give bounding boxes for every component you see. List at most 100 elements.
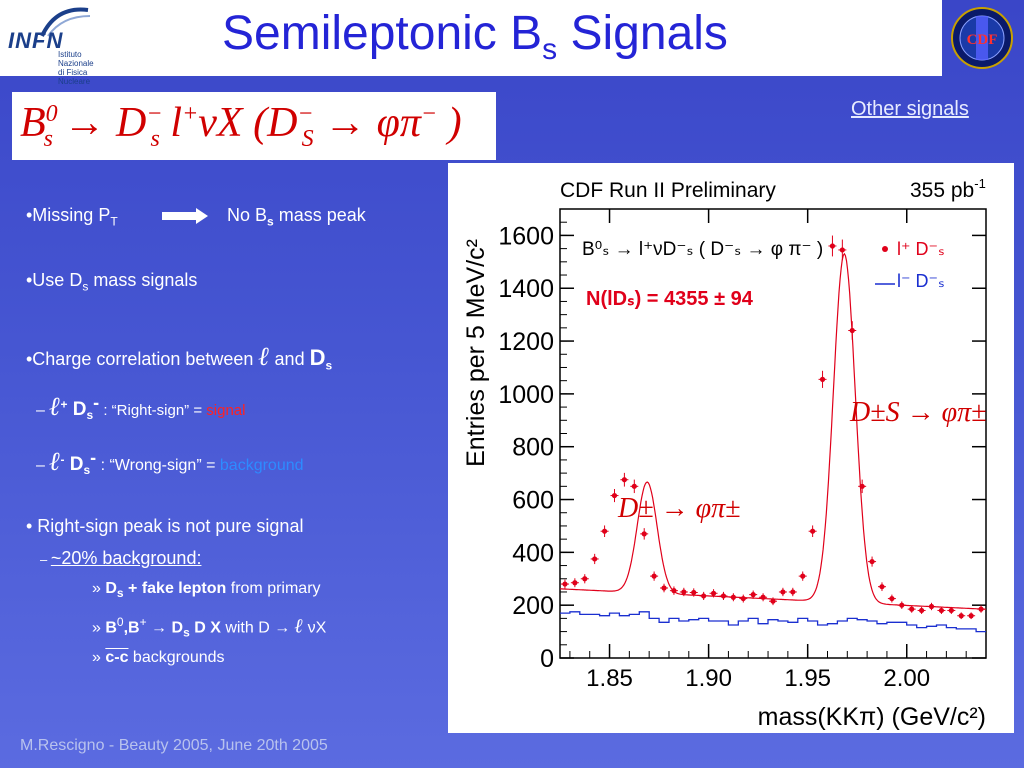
data-point: [699, 591, 708, 600]
cdf-logo: CDF: [951, 7, 1013, 69]
data-point: [580, 574, 589, 584]
legend-signal-marker: [882, 246, 888, 252]
data-point-marker: [938, 607, 945, 614]
background-histogram: [560, 611, 986, 633]
data-point-marker: [889, 595, 895, 602]
data-point: [709, 589, 718, 598]
bullet-twenty-percent: – ~20% background:: [40, 548, 202, 568]
data-point: [808, 525, 817, 538]
data-point-marker: [631, 483, 637, 489]
luminosity-label: 355 pb-1: [910, 176, 986, 202]
data-point: [967, 612, 976, 620]
data-point: [828, 235, 837, 257]
data-point: [640, 528, 649, 540]
data-point: [927, 602, 936, 611]
data-point: [560, 579, 569, 589]
bullet-right-sign-peak: • Right-sign peak is not pure signal: [26, 516, 304, 536]
data-point-marker: [710, 590, 717, 596]
right-arrow-icon: [162, 208, 208, 224]
bullet-use-ds: •Use Ds mass signals: [26, 270, 198, 294]
data-point-marker: [849, 327, 855, 334]
decay-formula-box: B0s → D−s l+νX (D−S → φπ− ): [12, 92, 496, 160]
other-signals-link[interactable]: Other signals: [851, 98, 969, 120]
data-point-marker: [582, 576, 588, 582]
infn-logo-subtext: Istituto Nazionale di Fisica Nucleare: [58, 50, 94, 86]
data-point: [769, 597, 777, 606]
bullet-b-to-dsd: » B0,B+ → Ds D X with D → ℓ νX: [92, 615, 327, 640]
header-bar: INFN Istituto Nazionale di Fisica Nuclea…: [0, 0, 942, 86]
data-point-marker: [810, 528, 816, 534]
data-point-marker: [661, 585, 667, 591]
legend-background-label: l⁻ D⁻ₛ: [897, 271, 945, 291]
data-point-marker: [740, 595, 746, 602]
y-tick-label: 800: [512, 434, 554, 462]
x-axis-label: mass(KKπ) (GeV/c²): [758, 703, 986, 731]
data-point: [590, 553, 599, 565]
data-point: [679, 587, 688, 597]
data-point: [977, 605, 986, 613]
data-point-marker: [760, 594, 766, 600]
data-point-marker: [641, 531, 647, 537]
decay-formula: B0s → D−s l+νX (D−S → φπ− ): [20, 100, 462, 152]
data-point-marker: [651, 573, 657, 579]
y-tick-label: 400: [512, 539, 554, 567]
data-point-marker: [701, 593, 707, 599]
data-point: [798, 571, 807, 581]
bullet-missing-pt: •Missing PT: [26, 205, 118, 229]
data-point: [759, 593, 768, 602]
data-point: [907, 605, 916, 613]
y-axis-label: Entries per 5 MeV/c²: [462, 239, 490, 467]
data-point: [620, 472, 629, 487]
infn-logo-text: INFN: [8, 28, 64, 53]
data-point: [729, 593, 738, 602]
data-point-marker: [978, 606, 984, 612]
data-point-marker: [899, 602, 905, 608]
data-point-marker: [869, 558, 875, 565]
data-point-marker: [720, 593, 727, 599]
data-point: [917, 606, 926, 615]
data-point-marker: [790, 589, 796, 595]
bullet-wrong-sign: – ℓ- Ds- : “Wrong-sign” = background: [36, 447, 304, 478]
data-point: [660, 583, 669, 593]
data-point: [739, 594, 748, 603]
data-point-marker: [671, 588, 677, 594]
chart-title: CDF Run II Preliminary: [560, 179, 776, 202]
data-point-marker: [572, 580, 578, 586]
bullet-cc-backgrounds: » c-c backgrounds: [92, 649, 225, 666]
legend-signal-label: l⁺ D⁻ₛ: [897, 239, 945, 259]
infn-logo-arc-icon: [40, 7, 91, 37]
data-point-marker: [611, 492, 618, 499]
bullet-fake-lepton: » Ds + fake lepton from primary: [92, 580, 321, 601]
data-point: [749, 590, 758, 599]
y-tick-label: 200: [512, 592, 554, 620]
data-point-marker: [601, 528, 608, 534]
annotation-ds-peak: D±S → φπ±: [849, 397, 986, 428]
x-tick-label: 1.85: [586, 665, 633, 692]
data-point-marker: [919, 607, 925, 614]
data-point-marker: [730, 594, 736, 600]
decay-label: B⁰ₛ → l⁺νD⁻ₛ ( D⁻ₛ → φ π⁻ ): [582, 239, 823, 260]
data-point: [858, 479, 867, 494]
data-point-marker: [621, 477, 627, 483]
data-point: [838, 239, 847, 261]
data-point: [788, 587, 797, 597]
cdf-logo-text: CDF: [967, 32, 998, 48]
mass-spectrum-chart: 1.85 1.90 1.95 2.00 0 200 400 600 800 1000 1200 140…: [462, 176, 987, 731]
bullet-right-sign: – ℓ+ Ds- : “Right-sign” = signal: [36, 392, 246, 423]
y-tick-label: 600: [512, 487, 554, 515]
data-point-marker: [780, 589, 786, 595]
annotation-d-peak: D± → φπ±: [617, 493, 740, 524]
data-point: [669, 586, 678, 595]
plot-panel: 1.85 1.90 1.95 2.00 0 200 400 600 800 1000 1200 140…: [448, 163, 1014, 733]
data-point: [689, 588, 698, 597]
data-point: [600, 525, 609, 538]
data-point-marker: [928, 603, 935, 610]
data-point-marker: [691, 589, 697, 596]
data-point: [877, 582, 886, 592]
y-tick-label: 0: [540, 645, 554, 673]
bullet-charge-correlation: •Charge correlation between ℓ and Ds: [26, 342, 333, 373]
data-point: [897, 601, 906, 609]
x-tick-label: 1.95: [784, 665, 831, 692]
data-point-marker: [770, 598, 776, 604]
data-point-marker: [750, 592, 756, 598]
